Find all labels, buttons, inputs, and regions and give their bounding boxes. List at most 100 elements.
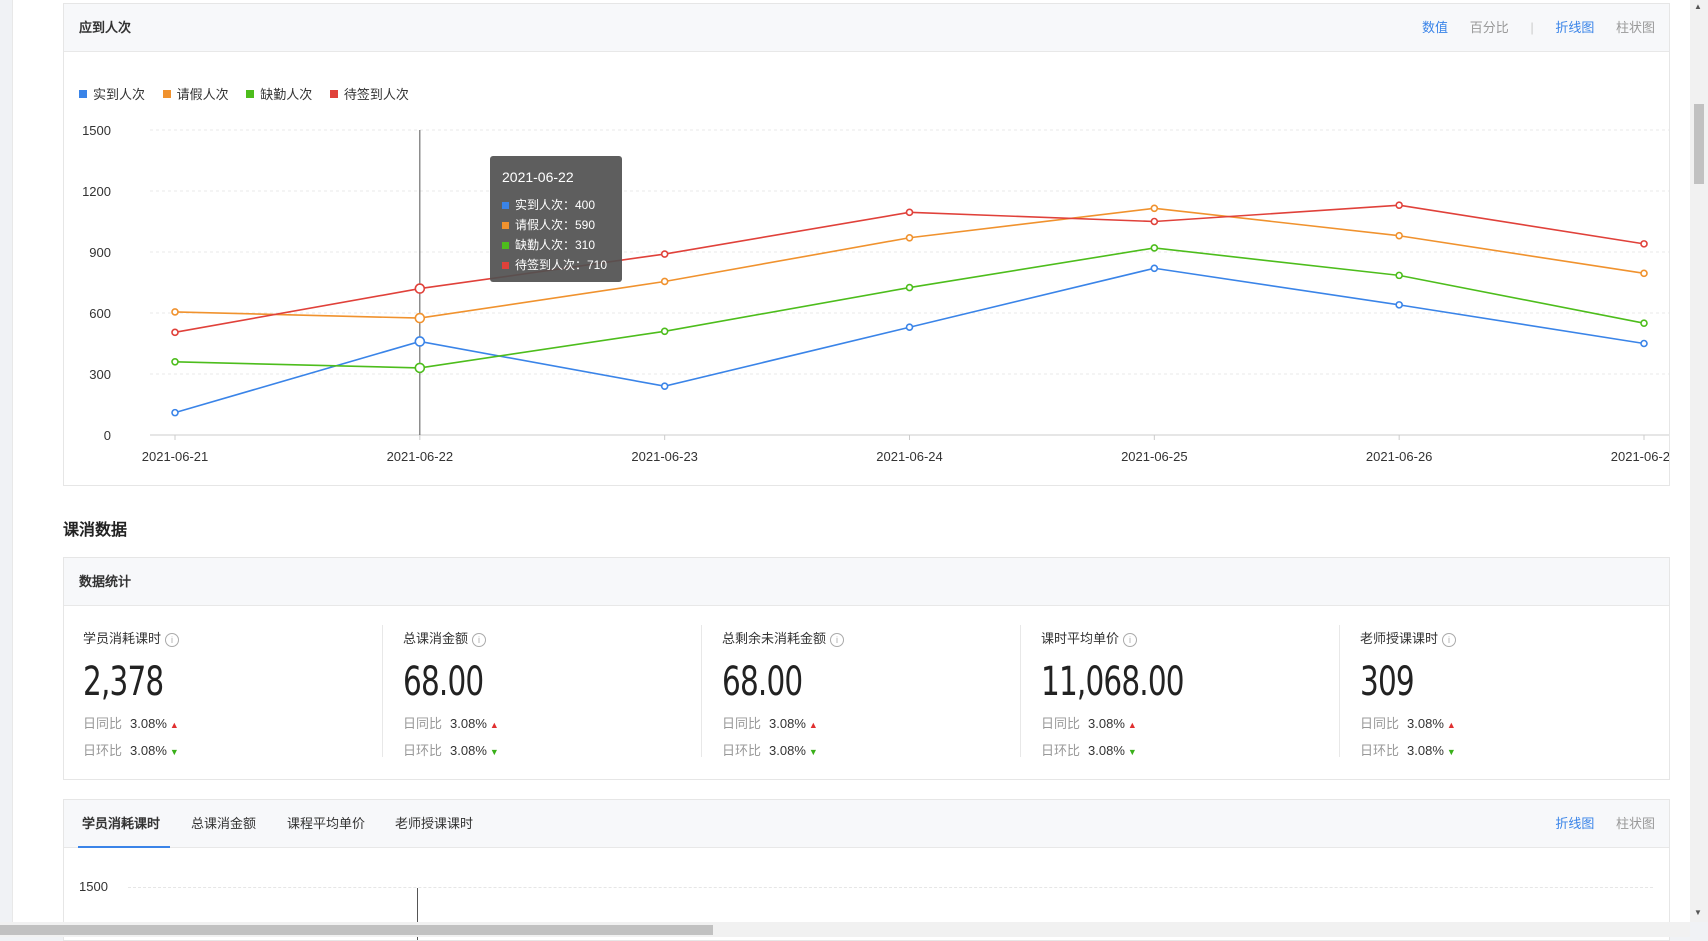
gridline — [128, 887, 1653, 888]
arrow-down-icon: ▼ — [169, 747, 179, 757]
switch-divider: | — [1530, 20, 1534, 35]
data-point — [1395, 271, 1403, 280]
xtick-label: 2021-06-27 — [1611, 449, 1669, 464]
line-chart-button[interactable]: 折线图 — [1555, 816, 1595, 831]
data-point — [660, 327, 669, 336]
horizontal-scrollbar[interactable] — [0, 922, 1690, 937]
arrow-up-icon: ▲ — [808, 720, 818, 730]
data-point — [905, 283, 914, 292]
tooltip-row-text: 实到人次：400 — [515, 198, 596, 212]
tab-avg-price[interactable]: 课程平均单价 — [287, 816, 366, 831]
bar-chart-button[interactable]: 柱状图 — [1615, 20, 1655, 35]
tooltip-row-text: 待签到人次：710 — [515, 258, 608, 272]
xtick-label: 2021-06-22 — [387, 449, 454, 464]
legend-item-absent[interactable]: 缺勤人次 — [246, 84, 312, 103]
tab-total-amount[interactable]: 总课消金额 — [191, 816, 257, 831]
stat-label: 老师授课课时 i — [1360, 628, 1650, 647]
data-point — [1640, 339, 1648, 348]
data-point — [1395, 201, 1403, 210]
data-point — [171, 408, 179, 417]
stat-divider — [382, 625, 383, 757]
page-background — [0, 0, 12, 937]
legend-item-present[interactable]: 实到人次 — [79, 84, 145, 103]
arrow-up-icon: ▲ — [169, 720, 179, 730]
tooltip-swatch — [502, 262, 509, 269]
legend-swatch — [79, 90, 87, 98]
tab-teacher-hours[interactable]: 老师授课课时 — [395, 816, 474, 831]
data-point — [660, 277, 669, 286]
legend-label: 请假人次 — [176, 87, 229, 102]
scrollbar-thumb[interactable] — [1694, 104, 1704, 184]
stats-card: 数据统计 — [63, 557, 1670, 780]
attendance-card-header: 应到人次 数值 百分比 | 折线图 柱状图 — [64, 4, 1669, 52]
data-point — [660, 250, 669, 258]
stat-dod: 日同比 3.08% ▲ — [1360, 716, 1456, 731]
stat-dod: 日同比 3.08% ▲ — [722, 716, 818, 731]
stat-dod: 日同比 3.08% ▲ — [83, 716, 179, 731]
stat-wow: 日环比 3.08% ▼ — [1041, 743, 1137, 758]
info-icon[interactable]: i — [830, 633, 845, 647]
tooltip-row-text: 缺勤人次：310 — [515, 238, 596, 252]
stat-value: 68.00 — [403, 659, 484, 705]
stat-wow: 日环比 3.08% ▼ — [83, 743, 179, 758]
arrow-up-icon: ▲ — [1446, 720, 1456, 730]
data-point — [171, 328, 179, 337]
xtick-label: 2021-06-26 — [1366, 449, 1433, 464]
tooltip-row: 请假人次：590 — [502, 216, 595, 233]
legend-label: 实到人次 — [93, 87, 146, 102]
legend-item-leave[interactable]: 请假人次 — [162, 84, 229, 103]
data-point — [1395, 301, 1403, 309]
tab-student-hours[interactable]: 学员消耗课时 — [82, 816, 161, 831]
scroll-up-icon[interactable]: ▲ — [1694, 2, 1702, 11]
value-mode-button[interactable]: 数值 — [1422, 20, 1449, 35]
data-point — [1150, 217, 1159, 226]
tooltip-swatch — [502, 242, 509, 249]
course-chart-header: 学员消耗课时 总课消金额 课程平均单价 老师授课课时 折线图 柱状图 — [64, 800, 1669, 848]
tooltip-row: 待签到人次：710 — [502, 256, 607, 273]
tooltip-swatch — [502, 222, 509, 229]
stats-card-title: 数据统计 — [79, 574, 132, 589]
attendance-card: 应到人次 数值 百分比 | 折线图 柱状图 实到人次 请假人次 缺勤人次 待签到… — [63, 3, 1670, 486]
stat-item: 老师授课课时 i 309 日同比 3.08% ▲ 日环比 3.08% ▼ — [1360, 628, 1650, 783]
bar-chart-button[interactable]: 柱状图 — [1615, 816, 1655, 831]
stat-label: 课时平均单价 i — [1041, 628, 1331, 647]
stat-item: 总课消金额 i 68.00 日同比 3.08% ▲ 日环比 3.08% ▼ — [403, 628, 693, 783]
data-point — [905, 323, 914, 332]
course-chart-switches: 折线图 柱状图 — [1537, 800, 1655, 847]
arrow-down-icon: ▼ — [1446, 747, 1456, 757]
info-icon[interactable]: i — [1123, 633, 1138, 647]
data-point — [171, 357, 179, 366]
ytick-label: 1200 — [82, 184, 111, 199]
stat-value: 11,068.00 — [1041, 659, 1185, 705]
vertical-scrollbar[interactable]: ▲ ▼ — [1690, 0, 1708, 922]
data-point — [1640, 319, 1648, 327]
arrow-up-icon: ▲ — [1127, 720, 1137, 730]
legend-label: 待签到人次 — [343, 87, 409, 102]
ytick-label: 0 — [104, 428, 111, 443]
stats-card-header: 数据统计 — [64, 558, 1669, 606]
stat-divider — [1020, 625, 1021, 757]
percent-mode-button[interactable]: 百分比 — [1469, 20, 1509, 35]
stat-label: 总课消金额 i — [403, 628, 693, 647]
data-point — [1640, 269, 1648, 278]
arrow-down-icon: ▼ — [1127, 747, 1137, 757]
info-icon[interactable]: i — [472, 633, 487, 647]
data-point — [660, 382, 669, 391]
xtick-label: 2021-06-25 — [1121, 449, 1188, 464]
stat-label: 总剩余未消耗金额 i — [722, 628, 1012, 647]
data-point — [414, 312, 426, 324]
section-title: 课消数据 — [63, 522, 128, 539]
stat-wow: 日环比 3.08% ▼ — [1360, 743, 1456, 758]
scroll-down-icon[interactable]: ▼ — [1694, 908, 1702, 917]
stat-value: 68.00 — [722, 659, 803, 705]
main-content: 应到人次 数值 百分比 | 折线图 柱状图 实到人次 请假人次 缺勤人次 待签到… — [12, 0, 1691, 941]
info-icon[interactable]: i — [1442, 633, 1457, 647]
info-icon[interactable]: i — [165, 633, 180, 647]
data-point — [414, 336, 426, 347]
data-point — [414, 362, 426, 374]
scrollbar-thumb[interactable] — [0, 925, 713, 935]
legend-item-pending[interactable]: 待签到人次 — [329, 84, 409, 103]
data-point — [1395, 231, 1403, 240]
stat-dod: 日同比 3.08% ▲ — [403, 716, 499, 731]
line-chart-button[interactable]: 折线图 — [1555, 20, 1595, 35]
